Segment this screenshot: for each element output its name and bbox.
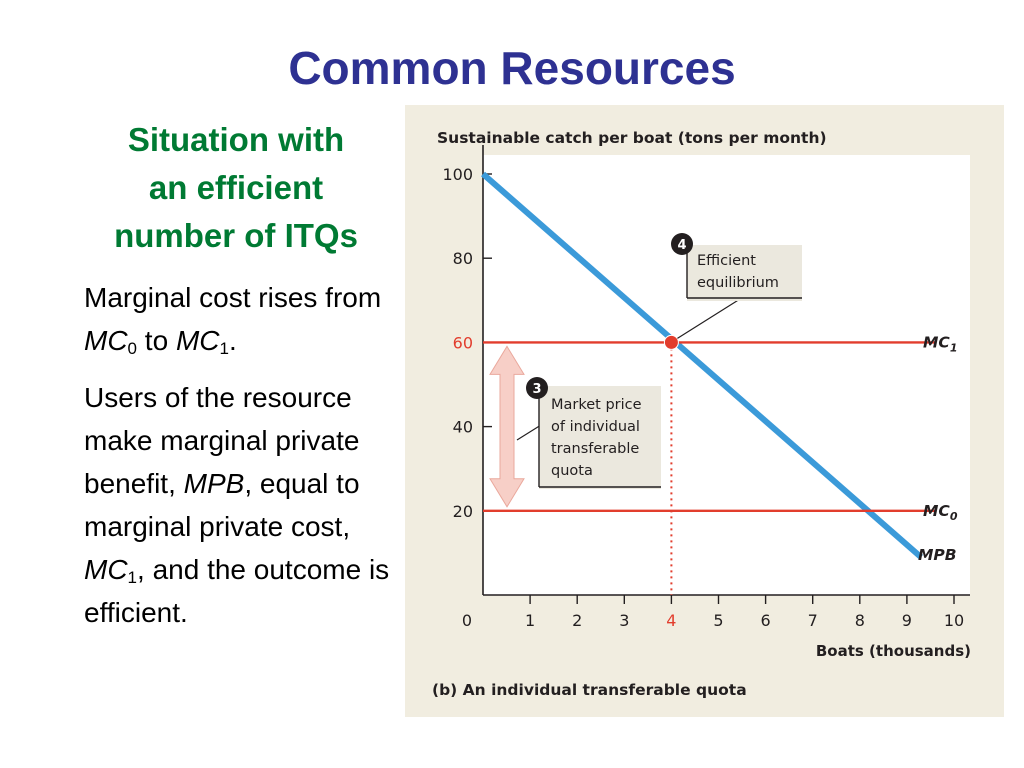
- series-label: MC1: [923, 333, 957, 354]
- x-tick-label: 4: [666, 611, 676, 630]
- series-label: MPB: [918, 546, 957, 564]
- para2-mpb: MPB: [183, 468, 245, 499]
- annotation-3-text: transferable: [551, 441, 639, 457]
- quota-arrow: [489, 345, 525, 508]
- annotation-4-number: 4: [677, 238, 686, 253]
- para1-text-b: to: [137, 325, 176, 356]
- body-paragraph-1: Marginal cost rises from MC0 to MC1.: [84, 276, 396, 362]
- subtitle-line: an efficient: [148, 169, 324, 206]
- subtitle-line: number of ITQs: [114, 217, 358, 254]
- series-label: MC0: [923, 502, 958, 523]
- chart-caption: (b) An individual transferable quota: [432, 681, 747, 699]
- annotation-4-badge: [671, 233, 693, 255]
- x-tick-label: 0: [462, 611, 472, 630]
- annotation-4-box: [687, 245, 802, 301]
- x-tick-label: 6: [761, 611, 771, 630]
- annotation-3-box: [539, 386, 661, 489]
- subtitle-line: Situation with: [127, 121, 345, 158]
- annotation-3-text: Market price: [551, 397, 642, 413]
- chart-svg: Sustainable catch per boat (tons per mon…: [405, 105, 1004, 717]
- annotation-4-text: Efficient: [697, 253, 756, 269]
- body-paragraph-2: Users of the resource make marginal priv…: [84, 376, 396, 634]
- y-axis-title: Sustainable catch per boat (tons per mon…: [437, 129, 827, 147]
- x-tick-label: 2: [572, 611, 582, 630]
- plot-area: [483, 155, 970, 595]
- para2-sub1: 1: [127, 568, 138, 587]
- x-tick-label: 1: [525, 611, 535, 630]
- x-axis-title: Boats (thousands): [816, 642, 971, 660]
- x-tick-label: 8: [855, 611, 865, 630]
- para1-mc-2: MC: [175, 325, 220, 356]
- x-tick-label: 10: [944, 611, 964, 630]
- y-tick-label: 20: [453, 502, 473, 521]
- x-tick-label: 9: [902, 611, 912, 630]
- annotation-3-leader: [516, 424, 542, 441]
- annotation-3-text: of individual: [551, 419, 640, 435]
- annotation-3-text: quota: [551, 463, 593, 479]
- slide-subtitle: Situation with an efficient number of IT…: [80, 116, 392, 260]
- slide-title: Common Resources: [288, 42, 736, 94]
- para1-text-c: .: [228, 325, 237, 356]
- y-tick-label: 60: [453, 333, 473, 352]
- para1-mc: MC: [84, 325, 128, 356]
- series-label-sub: 1: [950, 341, 958, 354]
- para2-text-c: , and the outcome is efficient.: [84, 554, 390, 628]
- para2-text-a: Users of the resource make marginal priv…: [84, 382, 360, 499]
- para2-mc: MC: [84, 554, 128, 585]
- para2-text-b: , equal to marginal private cost,: [84, 468, 360, 542]
- para1-sub1: 1: [219, 339, 229, 358]
- x-tick-label: 5: [713, 611, 723, 630]
- equilibrium-point: [663, 334, 679, 350]
- annotation-4-text: equilibrium: [697, 275, 779, 291]
- y-tick-label: 40: [453, 418, 473, 437]
- slide-body: Marginal cost rises from MC0 to MC1. Use…: [84, 276, 396, 648]
- para1-sub0: 0: [127, 339, 138, 358]
- annotation-4-leader: [677, 298, 741, 339]
- para1-text-a: Marginal cost rises from: [84, 282, 382, 313]
- annotation-3-number: 3: [532, 382, 541, 397]
- x-tick-label: 3: [619, 611, 629, 630]
- chart-figure: Sustainable catch per boat (tons per mon…: [405, 105, 1004, 717]
- y-tick-label: 100: [442, 165, 473, 184]
- y-tick-label: 80: [453, 249, 473, 268]
- x-tick-label: 7: [808, 611, 818, 630]
- mpb-line: [481, 171, 923, 560]
- series-label-sub: 0: [950, 510, 958, 523]
- annotation-3-badge: [526, 377, 548, 399]
